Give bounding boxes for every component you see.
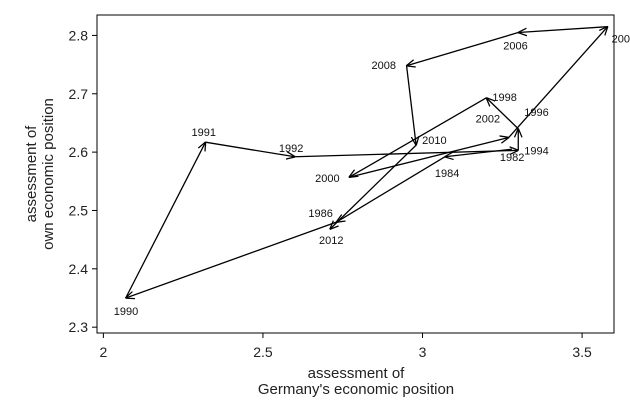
- y-tick-label: 2.4: [69, 261, 89, 277]
- point-label-2008: 2008: [372, 60, 396, 72]
- point-label-2010: 2010: [422, 135, 446, 147]
- trajectory-segments: [126, 27, 608, 298]
- segment-1991-to-1992: [205, 141, 295, 157]
- x-tick-label: 3: [419, 344, 427, 360]
- segment-1984-to-1986: [336, 156, 446, 222]
- point-label-1998: 1998: [492, 92, 516, 104]
- point-label-1991: 1991: [192, 127, 216, 139]
- y-tick-label: 2.7: [69, 86, 89, 102]
- x-tick-label: 2: [99, 344, 107, 360]
- segment-2010-to-2012: [330, 144, 417, 229]
- y-axis-title-line-2: own economic position: [40, 98, 57, 250]
- point-label-1990: 1990: [114, 306, 138, 318]
- segment-1996-to-1998: [486, 98, 519, 130]
- y-tick-label: 2.5: [69, 202, 89, 218]
- point-label-2006: 2006: [503, 41, 527, 53]
- x-axis-title-line-1: assessment of: [308, 365, 406, 382]
- x-tick-label: 3.5: [572, 344, 592, 360]
- point-label-1982: 1982: [500, 152, 524, 164]
- segment-2000-to-2002: [348, 138, 509, 178]
- segment-2006-to-2008: [407, 31, 519, 66]
- segment-2004-to-2006: [518, 26, 608, 33]
- point-label-2012: 2012: [319, 235, 343, 247]
- year-labels: 1982 1984 1986 1990 1991 1992 1994 1996 1998 2000…: [114, 34, 630, 318]
- segment-1986-to-1990: [126, 221, 337, 298]
- point-label-2002: 2002: [476, 114, 500, 126]
- y-axis-title-line-1: assessment of: [23, 125, 40, 223]
- point-label-1984: 1984: [435, 168, 459, 180]
- point-label-2000: 2000: [315, 173, 339, 185]
- point-label-1986: 1986: [308, 208, 332, 220]
- segment-2002-to-2004: [508, 27, 608, 138]
- y-tick-label: 2.8: [69, 27, 89, 43]
- point-label-1994: 1994: [524, 145, 548, 157]
- x-tick-label: 2.5: [253, 344, 273, 360]
- y-tick-label: 2.6: [69, 144, 89, 160]
- x-axis-title-line-2: Germany's economic position: [258, 381, 454, 398]
- y-axis: 2.3 2.4 2.5 2.6 2.7 2.8: [69, 27, 97, 335]
- segment-1990-to-1991: [125, 142, 206, 299]
- point-label-1996: 1996: [524, 107, 548, 119]
- y-tick-label: 2.3: [69, 319, 89, 335]
- point-label-2004: 2004: [612, 34, 630, 46]
- x-axis: 2 2.5 3 3.5: [99, 333, 592, 360]
- point-label-1992: 1992: [279, 143, 303, 155]
- segment-2008-to-2010: [405, 65, 417, 145]
